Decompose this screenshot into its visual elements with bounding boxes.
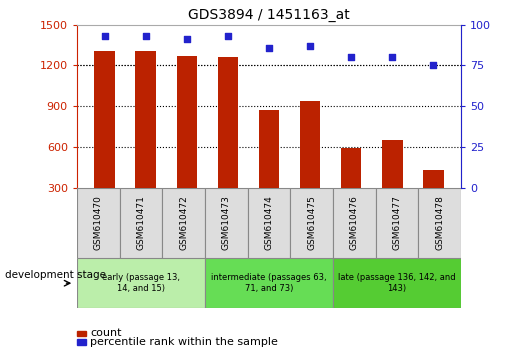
Bar bbox=[77, 188, 120, 258]
Bar bbox=[218, 57, 238, 228]
Text: GSM610476: GSM610476 bbox=[350, 195, 359, 251]
Text: GSM610477: GSM610477 bbox=[393, 195, 402, 251]
Bar bbox=[300, 102, 320, 228]
Text: GSM610471: GSM610471 bbox=[136, 195, 145, 251]
Point bbox=[429, 63, 438, 68]
Title: GDS3894 / 1451163_at: GDS3894 / 1451163_at bbox=[188, 8, 350, 22]
Point bbox=[347, 55, 356, 60]
Bar bbox=[382, 140, 403, 228]
Bar bbox=[333, 258, 461, 308]
Bar bbox=[341, 148, 361, 228]
Text: intermediate (passages 63,
71, and 73): intermediate (passages 63, 71, and 73) bbox=[211, 274, 327, 293]
Bar bbox=[290, 188, 333, 258]
Point bbox=[182, 36, 191, 42]
Bar bbox=[248, 188, 290, 258]
Point bbox=[264, 45, 273, 50]
Bar bbox=[176, 56, 197, 228]
Point bbox=[142, 33, 150, 39]
Bar bbox=[418, 188, 461, 258]
Bar bbox=[77, 258, 205, 308]
Bar bbox=[162, 188, 205, 258]
Point bbox=[100, 33, 109, 39]
Bar bbox=[259, 110, 279, 228]
Bar bbox=[135, 51, 156, 228]
Text: GSM610470: GSM610470 bbox=[94, 195, 103, 251]
Text: development stage: development stage bbox=[5, 270, 107, 280]
Text: GSM610475: GSM610475 bbox=[307, 195, 316, 251]
Bar bbox=[205, 258, 333, 308]
Text: percentile rank within the sample: percentile rank within the sample bbox=[90, 337, 278, 347]
Text: GSM610478: GSM610478 bbox=[435, 195, 444, 251]
Text: count: count bbox=[90, 329, 121, 338]
Text: GSM610472: GSM610472 bbox=[179, 196, 188, 250]
Point bbox=[388, 55, 396, 60]
Bar bbox=[94, 51, 115, 228]
Bar bbox=[333, 188, 376, 258]
Bar bbox=[376, 188, 418, 258]
Point bbox=[224, 33, 232, 39]
Text: late (passage 136, 142, and
143): late (passage 136, 142, and 143) bbox=[338, 274, 456, 293]
Text: GSM610474: GSM610474 bbox=[264, 196, 273, 250]
Bar bbox=[120, 188, 162, 258]
Point bbox=[306, 43, 314, 49]
Bar bbox=[205, 188, 248, 258]
Text: GSM610473: GSM610473 bbox=[222, 195, 231, 251]
Text: early (passage 13,
14, and 15): early (passage 13, 14, and 15) bbox=[102, 274, 180, 293]
Bar bbox=[423, 170, 444, 228]
